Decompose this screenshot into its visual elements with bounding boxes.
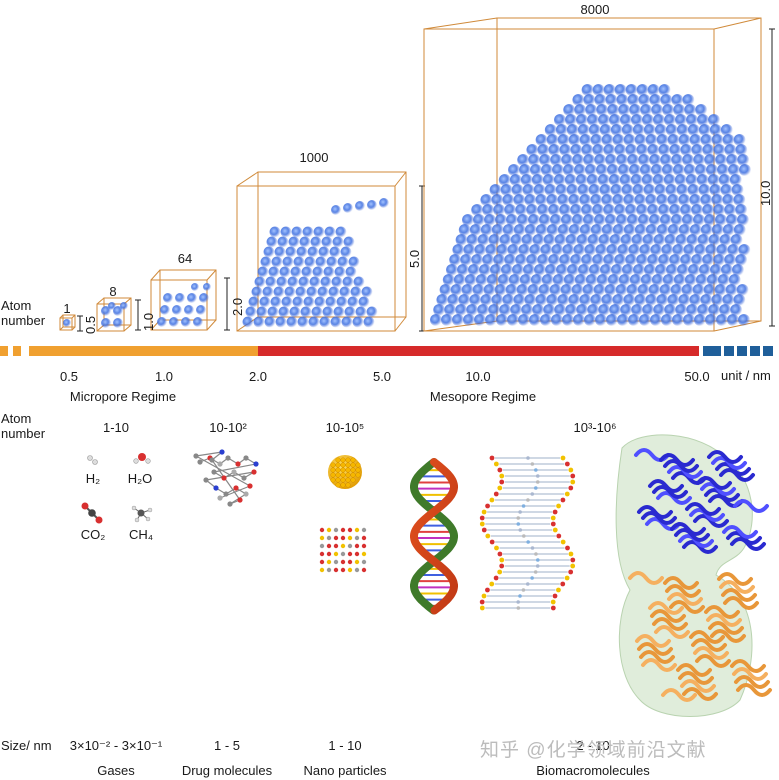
size-biomacro: 2 - 10 (576, 738, 610, 753)
label-ch4: CH₄ (128, 527, 154, 542)
box-8-atoms (96, 297, 132, 332)
category-nano-particles: Nano particles (303, 763, 387, 778)
size-drugs: 1 - 5 (213, 738, 241, 753)
drug-molecule-model (193, 449, 259, 507)
ch4-molecule (131, 505, 153, 523)
box-64-edge-length: 2.0 (230, 297, 245, 316)
nanocrystal-lattice (319, 527, 367, 573)
gold-nanoparticle (328, 455, 362, 489)
h2-molecule (87, 455, 98, 465)
co2-molecule (81, 502, 103, 524)
box-64-atoms (150, 269, 217, 331)
category-gases: Gases (97, 763, 135, 778)
box-8000-atom-count: 8000 (580, 2, 610, 17)
range-nano: 10-10⁵ (325, 420, 365, 435)
label-h2o: H₂O (127, 471, 153, 486)
box-8000-edge-marker (769, 28, 775, 327)
box-1000-atom-cluster (242, 198, 389, 328)
tick-2-0: 2.0 (248, 369, 268, 384)
label-h2: H₂ (85, 471, 101, 486)
tick-50-0: 50.0 (684, 369, 710, 384)
box-1-atom (59, 314, 76, 331)
box-8-edge-length: 1.0 (141, 312, 156, 331)
range-drugs: 10-10² (209, 420, 247, 435)
watermark-text: 知乎 @化学领域前沿文献 (480, 740, 707, 761)
size-nano: 1 - 10 (328, 738, 362, 753)
box-1000-edge-length: 5.0 (407, 249, 422, 268)
box-8-edge-marker (135, 299, 141, 331)
box-64-edge-marker (224, 277, 230, 331)
tick-10-0: 10.0 (465, 369, 491, 384)
atom-number-label: Atom number (1, 298, 46, 328)
dna-double-helix (410, 458, 458, 615)
h2o-molecule (133, 453, 151, 464)
range-biomacro: 10³-10⁶ (573, 420, 617, 435)
box-1-atom-count: 1 (63, 301, 71, 316)
box-1-edge-length: 0.5 (83, 315, 98, 334)
micropore-regime-label: Micropore Regime (69, 389, 177, 404)
scale-unit-label: unit / nm (721, 368, 771, 383)
box-8-atom-count: 8 (109, 284, 117, 299)
protein-domain-orange (628, 571, 772, 702)
category-drug-molecules: Drug molecules (181, 763, 273, 778)
molecule-atom-number-label: Atom number (1, 411, 46, 441)
box-64-atom-count: 64 (177, 251, 193, 266)
mesopore-regime-label: Mesopore Regime (429, 389, 537, 404)
protein-structure (615, 434, 772, 717)
tick-0-5: 0.5 (59, 369, 79, 384)
box-8000-edge-length: 10.0 (758, 180, 773, 206)
box-1000-atoms (236, 171, 407, 332)
protein-domain-blue (634, 448, 769, 554)
size-label: Size/ nm (1, 738, 52, 753)
box-1-edge-marker (77, 315, 83, 332)
category-biomacromolecules: Biomacromolecules (536, 763, 650, 778)
dna-stick-model (479, 455, 576, 611)
box-1000-atom-count: 1000 (299, 150, 329, 165)
tick-1-0: 1.0 (154, 369, 174, 384)
label-co2: CO₂ (80, 527, 106, 542)
box-8000-atom-cluster (430, 84, 751, 326)
range-gases: 1-10 (102, 420, 130, 435)
size-gases: 3×10⁻² - 3×10⁻¹ (69, 738, 163, 753)
pore-scale-bar (0, 346, 773, 356)
tick-5-0: 5.0 (372, 369, 392, 384)
